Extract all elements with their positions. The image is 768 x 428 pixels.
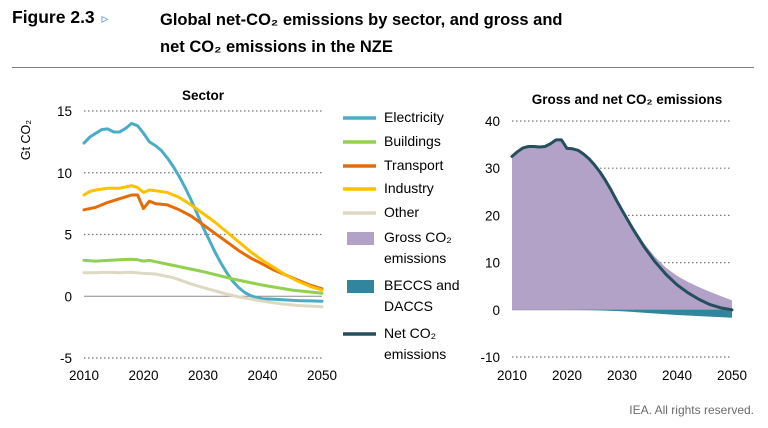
x-tick-label: 2010 xyxy=(69,368,99,383)
figure-number: Figure 2.3 xyxy=(12,7,95,27)
y-tick-label: 0 xyxy=(64,289,72,304)
x-tick-label: 2050 xyxy=(307,368,337,383)
area-beccs-and-daccs xyxy=(512,309,732,318)
legend-label-net-co: emissions xyxy=(384,346,446,362)
figure-label: Figure 2.3 ▹ xyxy=(12,7,109,28)
legend-swatch-beccs-and xyxy=(347,280,374,293)
x-tick-label: 2050 xyxy=(717,368,747,383)
header-divider xyxy=(12,67,754,68)
y-axis-label: Gt CO₂ xyxy=(19,120,33,160)
y-tick-label: -5 xyxy=(60,351,72,366)
series-line-net-co-emissions xyxy=(510,138,734,312)
y-tick-label: -10 xyxy=(480,350,500,365)
y-tick-label: 5 xyxy=(64,228,72,243)
legend-label-beccs-and: BECCS and xyxy=(384,277,459,293)
figure-title-line-1: Global net-CO₂ emissions by sector, and … xyxy=(160,11,563,29)
legend-label-industry: Industry xyxy=(384,180,434,196)
chart-title: Sector xyxy=(182,88,225,103)
y-tick-label: 0 xyxy=(492,303,500,318)
figure-title: Global net-CO₂ emissions by sector, and … xyxy=(160,7,720,61)
x-tick-label: 2030 xyxy=(607,368,637,383)
x-tick-label: 2040 xyxy=(247,368,277,383)
copyright-notice: IEA. All rights reserved. xyxy=(629,403,754,417)
y-tick-label: 40 xyxy=(485,114,500,129)
legend-label-gross-co: Gross CO₂ xyxy=(384,229,452,245)
chart-title: Gross and net CO₂ emissions xyxy=(532,92,723,107)
series-line-buildings xyxy=(82,257,324,295)
figure-marker-icon: ▹ xyxy=(101,10,109,26)
legend-label-buildings: Buildings xyxy=(384,133,441,149)
legend-label-electricity: Electricity xyxy=(384,109,444,125)
y-tick-label: 15 xyxy=(57,104,72,119)
legend-label-transport: Transport xyxy=(384,157,444,173)
legend-label-gross-co: emissions xyxy=(384,250,446,266)
series-line-other xyxy=(82,270,324,309)
figure-title-line-2: net CO₂ emissions in the NZE xyxy=(160,38,393,56)
legend-swatch-gross-co xyxy=(347,232,374,245)
series-line-industry xyxy=(82,184,324,292)
x-tick-label: 2020 xyxy=(128,368,158,383)
x-tick-label: 2020 xyxy=(552,368,582,383)
series-line-electricity xyxy=(82,121,324,303)
y-tick-label: 10 xyxy=(485,256,500,271)
y-tick-label: 30 xyxy=(485,161,500,176)
legend-label-net-co: Net CO₂ xyxy=(384,325,436,341)
y-tick-label: 20 xyxy=(485,208,500,223)
legend-label-other: Other xyxy=(384,204,419,220)
legend-label-beccs-and: DACCS xyxy=(384,298,433,314)
y-tick-label: 10 xyxy=(57,166,72,181)
x-tick-label: 2010 xyxy=(497,368,527,383)
x-tick-label: 2040 xyxy=(662,368,692,383)
figure-header: Figure 2.3 ▹ Global net-CO₂ emissions by… xyxy=(0,0,768,70)
x-tick-label: 2030 xyxy=(188,368,218,383)
area-gross-co-emissions xyxy=(512,139,732,310)
